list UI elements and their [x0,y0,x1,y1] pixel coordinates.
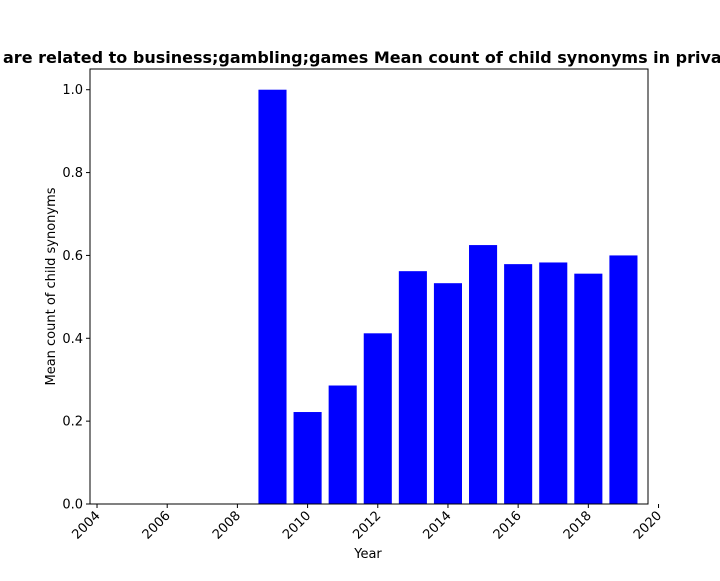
bar-2017 [539,262,568,504]
x-axis-label: Year [353,547,382,562]
x-axis: 2004 2006 2008 2010 2012 2014 2016 2018 2020 [70,504,665,543]
plot-frame [89,68,649,505]
chart-title: are related to business;gambling;games M… [3,48,720,67]
x-tick-label: 2012 [350,509,384,543]
bar-2013 [398,271,427,504]
bar-2012 [363,333,392,504]
x-tick-label: 2006 [140,509,174,543]
x-tick-label: 2010 [280,509,314,543]
y-axis-label: Mean count of child synonyms [44,187,59,385]
bar-2018 [574,273,603,504]
x-tick-label: 2016 [491,509,525,543]
y-tick-label: 0.2 [62,415,83,430]
bar-2014 [433,283,462,504]
bar-2010 [293,412,322,504]
x-tick-label: 2014 [421,509,455,543]
bar-2019 [609,255,638,504]
y-tick-label: 0.4 [62,332,83,347]
y-axis: 0.0 0.2 0.4 0.6 0.8 1.0 [62,83,90,513]
y-tick-label: 0.0 [62,498,83,513]
x-tick-label: 2020 [631,509,665,543]
bars-group [258,89,638,505]
bar-2011 [328,385,357,504]
bar-2016 [504,264,533,504]
x-tick-label: 2008 [210,509,244,543]
bar-2015 [469,245,498,504]
x-tick-label: 2004 [70,509,104,543]
y-tick-label: 0.6 [62,249,83,264]
bar-2009 [258,89,287,505]
y-tick-label: 0.8 [62,166,83,181]
y-tick-label: 1.0 [62,83,83,98]
x-tick-label: 2018 [561,509,595,543]
